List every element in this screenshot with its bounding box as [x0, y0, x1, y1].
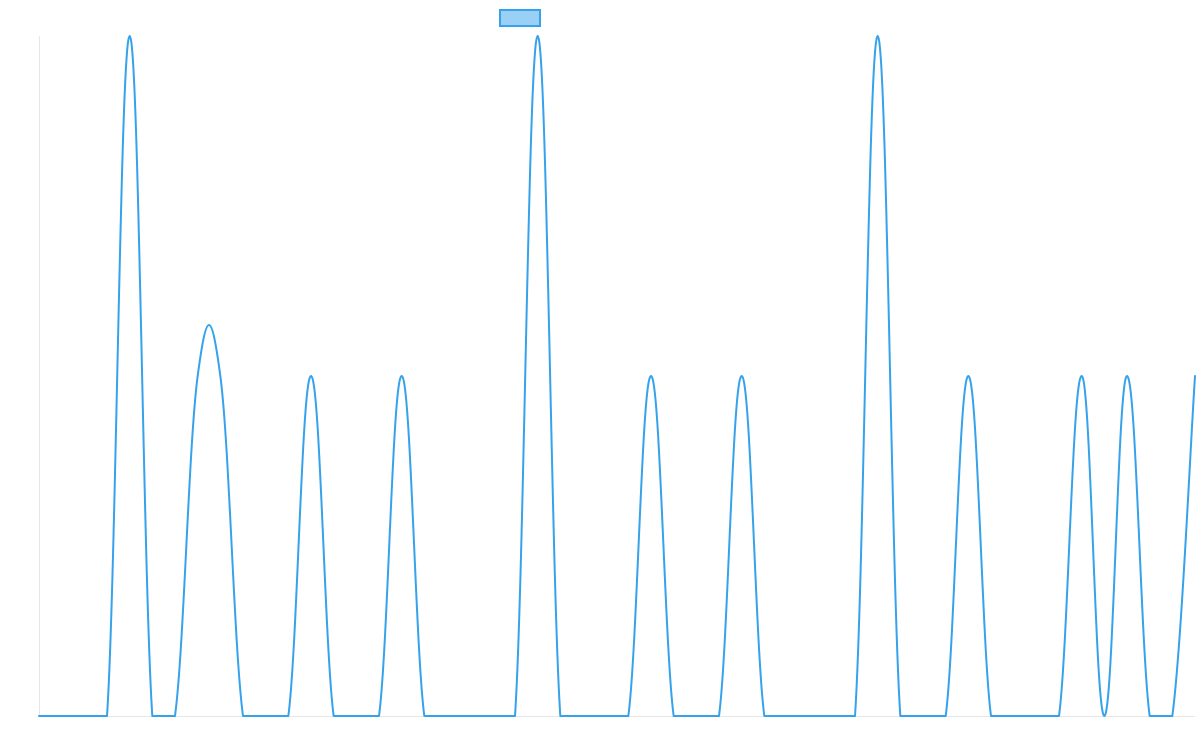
- data-point-0-42[interactable]: [987, 712, 995, 720]
- data-point-0-46[interactable]: [1078, 372, 1086, 380]
- points-layer: [35, 32, 1199, 720]
- data-point-0-41[interactable]: [964, 372, 972, 380]
- data-point-0-9[interactable]: [239, 712, 247, 720]
- data-point-0-36[interactable]: [851, 712, 859, 720]
- data-point-0-1[interactable]: [58, 712, 66, 720]
- data-point-0-16[interactable]: [398, 372, 406, 380]
- data-point-0-8[interactable]: [216, 372, 224, 380]
- legend-swatch[interactable]: [499, 9, 541, 27]
- data-point-0-39[interactable]: [919, 712, 927, 720]
- data-point-0-25[interactable]: [602, 712, 610, 720]
- data-point-0-48[interactable]: [1123, 372, 1131, 380]
- data-point-0-13[interactable]: [330, 712, 338, 720]
- data-point-0-20[interactable]: [488, 712, 496, 720]
- data-point-0-10[interactable]: [262, 712, 270, 720]
- data-point-0-31[interactable]: [738, 372, 746, 380]
- data-point-0-17[interactable]: [420, 712, 428, 720]
- data-point-0-32[interactable]: [760, 712, 768, 720]
- data-point-0-22[interactable]: [534, 32, 542, 40]
- data-point-0-47[interactable]: [1100, 712, 1108, 720]
- data-point-0-15[interactable]: [375, 712, 383, 720]
- series-line-0: [38, 35, 1196, 717]
- data-point-0-0[interactable]: [35, 712, 43, 720]
- data-point-0-51[interactable]: [1191, 372, 1199, 380]
- data-point-0-44[interactable]: [1032, 712, 1040, 720]
- data-point-0-5[interactable]: [148, 712, 156, 720]
- data-point-0-19[interactable]: [466, 712, 474, 720]
- axes: [39, 36, 1195, 717]
- data-point-0-3[interactable]: [103, 712, 111, 720]
- data-point-0-30[interactable]: [715, 712, 723, 720]
- data-point-0-50[interactable]: [1168, 712, 1176, 720]
- data-point-0-33[interactable]: [783, 712, 791, 720]
- data-point-0-24[interactable]: [579, 712, 587, 720]
- data-point-0-6[interactable]: [171, 712, 179, 720]
- data-point-0-7[interactable]: [194, 372, 202, 380]
- data-point-0-40[interactable]: [942, 712, 950, 720]
- data-point-0-45[interactable]: [1055, 712, 1063, 720]
- data-point-0-29[interactable]: [692, 712, 700, 720]
- data-point-0-38[interactable]: [896, 712, 904, 720]
- data-point-0-37[interactable]: [874, 32, 882, 40]
- data-point-0-27[interactable]: [647, 372, 655, 380]
- data-point-0-4[interactable]: [126, 32, 134, 40]
- data-point-0-23[interactable]: [556, 712, 564, 720]
- data-point-0-21[interactable]: [511, 712, 519, 720]
- data-point-0-28[interactable]: [670, 712, 678, 720]
- data-point-0-18[interactable]: [443, 712, 451, 720]
- data-point-0-12[interactable]: [307, 372, 315, 380]
- series-layer: [38, 35, 1196, 717]
- data-point-0-14[interactable]: [352, 712, 360, 720]
- data-point-0-35[interactable]: [828, 712, 836, 720]
- data-point-0-43[interactable]: [1010, 712, 1018, 720]
- data-point-0-26[interactable]: [624, 712, 632, 720]
- data-point-0-49[interactable]: [1146, 712, 1154, 720]
- legend[interactable]: [499, 9, 541, 27]
- data-point-0-11[interactable]: [284, 712, 292, 720]
- data-point-0-2[interactable]: [80, 712, 88, 720]
- data-point-0-34[interactable]: [806, 712, 814, 720]
